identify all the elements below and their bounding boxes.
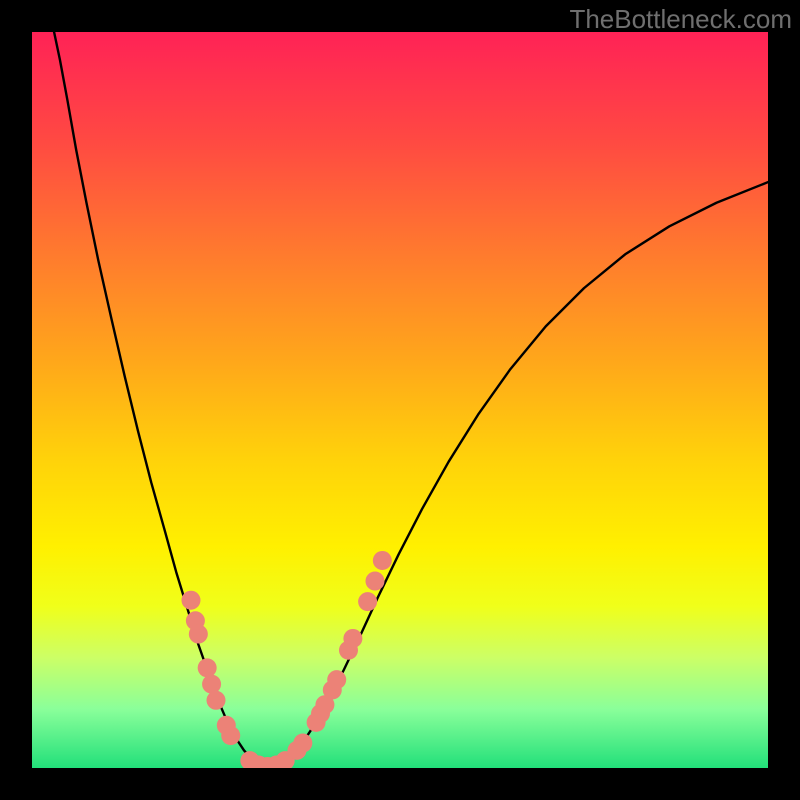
data-point	[181, 591, 200, 610]
plot-area	[32, 32, 768, 768]
data-point	[358, 592, 377, 611]
data-point	[189, 625, 208, 644]
data-point	[327, 670, 346, 689]
chart-svg	[32, 32, 768, 768]
chart-frame: TheBottleneck.com	[0, 0, 800, 800]
data-point	[202, 675, 221, 694]
data-point	[221, 726, 240, 745]
data-point	[198, 658, 217, 677]
data-point	[373, 551, 392, 570]
data-point	[365, 572, 384, 591]
watermark-text: TheBottleneck.com	[569, 4, 792, 35]
data-point	[343, 629, 362, 648]
data-point	[293, 733, 312, 752]
data-point	[207, 691, 226, 710]
gradient-background	[32, 32, 768, 768]
